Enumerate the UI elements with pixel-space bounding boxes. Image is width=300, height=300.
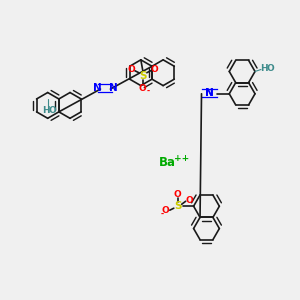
Text: S: S <box>174 201 182 211</box>
Text: O: O <box>151 65 159 74</box>
Text: O: O <box>49 106 56 115</box>
Text: O: O <box>186 196 194 205</box>
Text: N: N <box>93 83 101 93</box>
Text: O: O <box>139 84 147 93</box>
Text: O: O <box>127 65 135 74</box>
Text: N: N <box>110 83 118 93</box>
Text: ++: ++ <box>174 154 189 164</box>
Text: H: H <box>260 64 268 73</box>
Text: O: O <box>267 64 275 73</box>
Text: N: N <box>206 88 214 98</box>
Text: O: O <box>162 206 170 215</box>
Text: Ba: Ba <box>159 156 176 170</box>
Text: S: S <box>139 71 147 81</box>
Text: -: - <box>146 87 149 96</box>
Text: N: N <box>205 88 213 98</box>
Text: O: O <box>174 190 182 199</box>
Text: -: - <box>160 210 164 219</box>
Text: H: H <box>42 106 50 115</box>
